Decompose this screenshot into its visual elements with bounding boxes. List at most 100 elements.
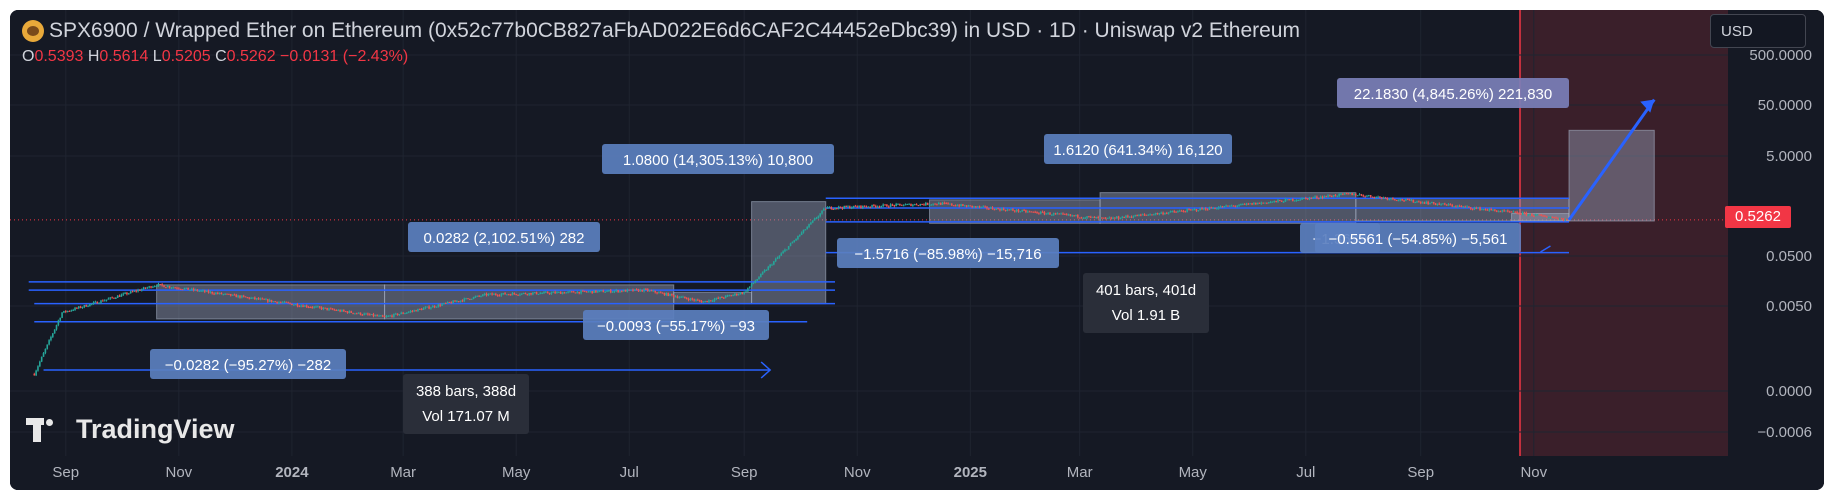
candle-body xyxy=(967,205,970,207)
candle-body xyxy=(558,291,560,293)
candle-body xyxy=(103,300,106,302)
candle-body xyxy=(341,309,343,312)
candle-body xyxy=(1308,197,1311,200)
candle-body xyxy=(849,206,851,209)
candle-body xyxy=(613,291,616,293)
candle-body xyxy=(528,293,530,295)
candle-body xyxy=(815,217,818,219)
candle-body xyxy=(1369,195,1372,197)
candle-body xyxy=(743,291,745,294)
x-tick-label: Nov xyxy=(844,464,871,481)
price-scale xyxy=(1728,10,1824,490)
candle-body xyxy=(376,315,378,317)
candle-body xyxy=(343,309,345,312)
measure-label-box xyxy=(150,349,346,379)
candle-body xyxy=(1058,213,1061,215)
candle-body xyxy=(867,206,870,208)
candle-body xyxy=(887,206,890,208)
candle-body xyxy=(941,202,944,205)
candle-body xyxy=(756,279,758,281)
candle-body xyxy=(357,312,360,314)
candle-body xyxy=(350,311,353,313)
candle-body xyxy=(1405,199,1407,201)
spx-coin-icon xyxy=(22,20,44,42)
y-tick-label: 5.0000 xyxy=(1766,148,1812,165)
candle-body xyxy=(1547,217,1550,219)
candle-body xyxy=(1143,214,1146,216)
candle-body xyxy=(1301,198,1303,200)
candle-body xyxy=(100,300,102,304)
candle-body xyxy=(1464,206,1467,208)
candle-body xyxy=(1047,212,1049,214)
candle-body xyxy=(1138,214,1140,217)
candle-body xyxy=(684,296,686,299)
candle-body xyxy=(1455,206,1457,208)
candle-body xyxy=(863,205,866,207)
candle-body xyxy=(654,290,657,293)
candle-body xyxy=(1206,209,1209,211)
currency-select[interactable]: USD xyxy=(1710,14,1806,48)
candle-body xyxy=(1028,211,1031,213)
candle-body xyxy=(1501,210,1504,212)
candle-body xyxy=(913,204,916,206)
candle-body xyxy=(1492,209,1494,211)
candle-body xyxy=(1102,217,1105,219)
candle-body xyxy=(1453,206,1455,208)
candle-body xyxy=(880,206,883,208)
candle-body xyxy=(1468,206,1470,208)
candle-body xyxy=(454,300,456,302)
candle-body xyxy=(370,314,373,316)
candle-body xyxy=(899,203,901,205)
candle-body xyxy=(1356,195,1359,197)
candle-body xyxy=(1419,201,1422,204)
candle-body xyxy=(1299,199,1302,201)
candle-body xyxy=(428,306,430,309)
candle-body xyxy=(1458,205,1461,207)
candle-body xyxy=(1254,202,1257,205)
candle-body xyxy=(1418,201,1420,203)
candle-body xyxy=(943,202,946,204)
candle-body xyxy=(281,302,284,304)
candle-body xyxy=(1091,216,1094,218)
candle-body xyxy=(1145,214,1148,216)
candle-body xyxy=(1564,219,1567,221)
candle-body xyxy=(330,308,332,310)
candle-body xyxy=(1312,197,1315,199)
tradingview-logo[interactable]: TradingView xyxy=(26,414,235,445)
candle-body xyxy=(554,291,556,294)
candle-body xyxy=(1227,205,1229,207)
candle-body xyxy=(174,287,176,289)
candle-body xyxy=(1190,209,1192,211)
low-label: L xyxy=(152,48,162,65)
candle-body xyxy=(1171,211,1174,213)
candle-body xyxy=(836,208,838,210)
chart-frame[interactable]: Sep Nov 2024 Mar May Jul Sep Nov 2025 Mar May Jul Se… xyxy=(10,10,1824,490)
candle-body xyxy=(637,289,640,292)
candle-body xyxy=(1195,209,1198,211)
candle-body xyxy=(545,291,547,293)
candle-body xyxy=(1329,195,1331,197)
y-tick-label: 0.0500 xyxy=(1766,248,1812,265)
candle-body xyxy=(1240,203,1242,206)
candle-body xyxy=(1557,218,1559,220)
candle-body xyxy=(1249,203,1251,205)
stats-tooltip-box xyxy=(1083,273,1209,333)
chart-plot[interactable]: Sep Nov 2024 Mar May Jul Sep Nov 2025 Mar May Jul Se… xyxy=(10,10,1824,490)
candle-body xyxy=(133,290,136,292)
candle-body xyxy=(1132,216,1135,218)
y-tick-label: 500.0000 xyxy=(1749,47,1812,64)
candle-body xyxy=(1523,212,1526,214)
candle-body xyxy=(509,294,512,296)
measure-label-box xyxy=(408,222,600,252)
candle-body xyxy=(1566,219,1568,221)
candle-body xyxy=(216,292,219,294)
measure-label-text: −1.5716 (−85.98%) −15,716 xyxy=(854,246,1041,263)
change-value: −0.0131 (−2.43%) xyxy=(280,48,409,65)
x-tick-label: Sep xyxy=(52,464,79,481)
candle-body xyxy=(973,206,975,208)
candle-body xyxy=(176,287,178,289)
candle-body xyxy=(932,203,935,205)
candle-body xyxy=(854,205,857,207)
candle-body xyxy=(695,299,697,301)
candle-body xyxy=(984,206,986,208)
